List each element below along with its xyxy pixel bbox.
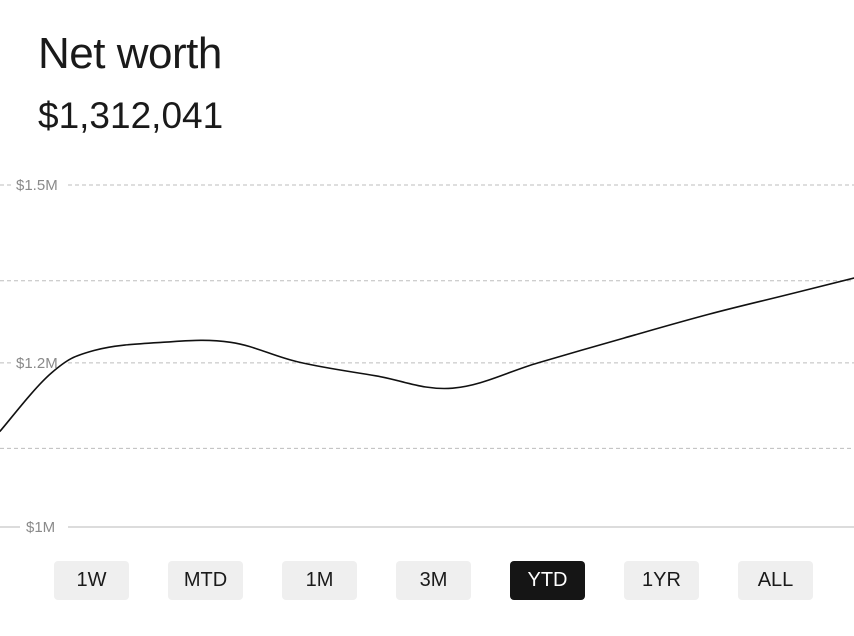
range-button-ytd[interactable]: YTD (510, 561, 585, 600)
range-button-all[interactable]: ALL (738, 561, 813, 600)
range-selector: 1W MTD 1M 3M YTD 1YR ALL (0, 561, 854, 601)
y-tick-label: $1.5M (16, 177, 58, 194)
range-button-1yr[interactable]: 1YR (624, 561, 699, 600)
y-tick-label: $1M (26, 519, 55, 536)
range-button-3m[interactable]: 3M (396, 561, 471, 600)
net-worth-series-line (0, 277, 854, 433)
range-button-1m[interactable]: 1M (282, 561, 357, 600)
y-tick-label: $1.2M (16, 355, 58, 372)
range-button-mtd[interactable]: MTD (168, 561, 243, 600)
net-worth-value: $1,312,041 (38, 95, 224, 136)
range-button-1w[interactable]: 1W (54, 561, 129, 600)
page-title: Net worth (38, 29, 222, 78)
